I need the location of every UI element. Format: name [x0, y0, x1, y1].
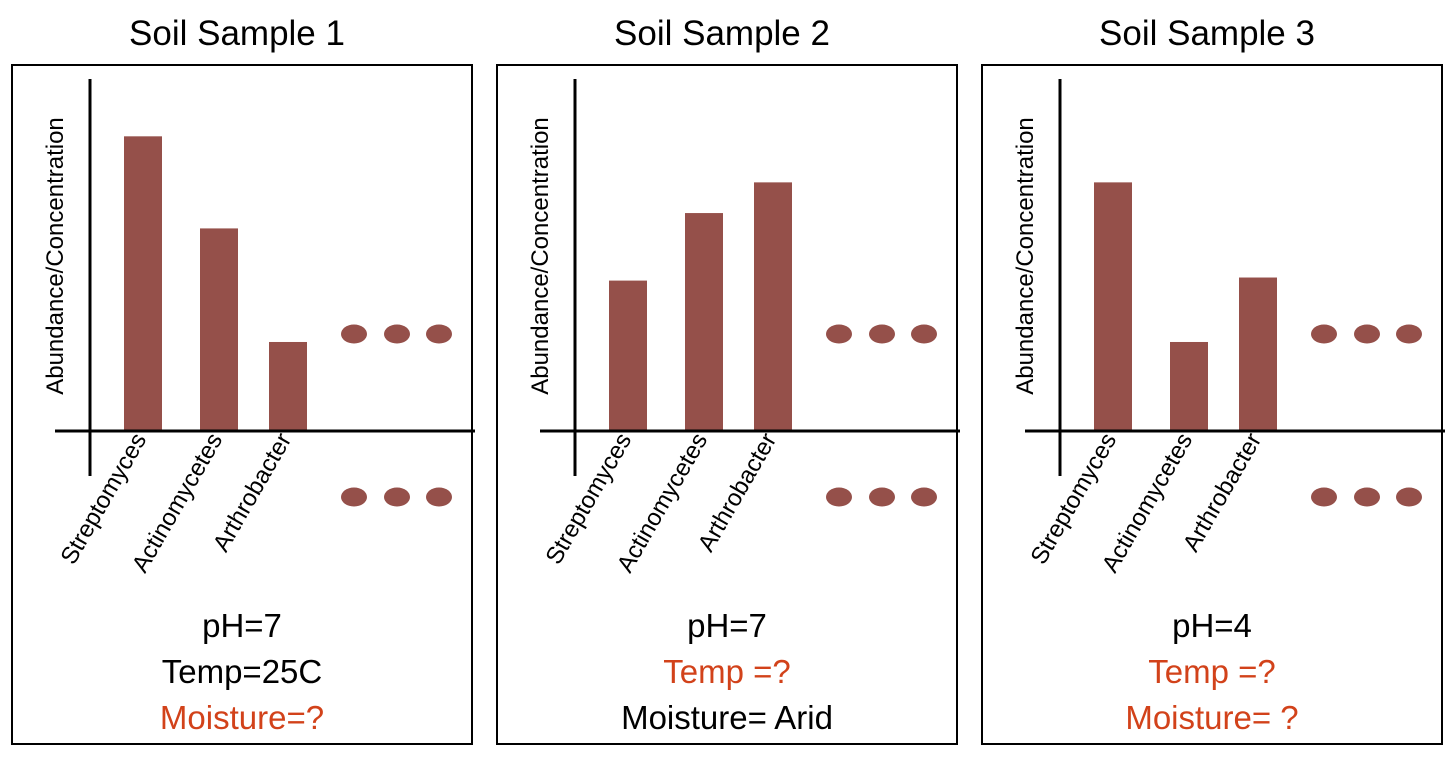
- bar-streptomyces: [1094, 182, 1132, 431]
- soil-sample-1-panel: Abundance/Concentration Streptomyces Actin…: [11, 64, 475, 745]
- condition-moisture: Moisture=?: [159, 699, 325, 736]
- ellipsis-dot: [1311, 487, 1337, 507]
- ellipsis-dot: [826, 487, 852, 507]
- condition-temp: Temp =?: [1148, 653, 1276, 690]
- bar-streptomyces: [609, 280, 647, 431]
- condition-temp: Temp =?: [663, 653, 791, 690]
- bar-arthrobacter: [754, 182, 792, 431]
- bar-arthrobacter: [1239, 277, 1277, 431]
- ellipsis-dot: [426, 324, 452, 344]
- bar-actinomycetes: [685, 213, 723, 431]
- y-axis-label: Abundance/Concentration: [1012, 117, 1039, 395]
- ellipsis-dot: [869, 324, 895, 344]
- condition-ph: pH=7: [687, 607, 767, 644]
- condition-moisture: Moisture= ?: [1125, 699, 1299, 736]
- bar-actinomycetes: [1170, 341, 1208, 431]
- bar-streptomyces: [124, 136, 162, 431]
- ellipsis-dot: [911, 487, 937, 507]
- condition-ph: pH=7: [202, 607, 282, 644]
- y-axis-label: Abundance/Concentration: [527, 117, 554, 395]
- soil-sample-1-chart: Abundance/ConcentrationStreptomycesActin…: [42, 79, 475, 577]
- ellipsis-dot: [1354, 324, 1380, 344]
- ellipsis-dot: [869, 487, 895, 507]
- soil-sample-1-conditions: pH=7 Temp=25C Moisture=?: [13, 603, 471, 741]
- soil-sample-2-chart: Abundance/ConcentrationStreptomycesActin…: [527, 79, 960, 577]
- condition-ph: pH=4: [1172, 607, 1252, 644]
- soil-sample-2-panel: Abundance/Concentration Streptomyces Actin…: [496, 64, 960, 745]
- soil-sample-3-conditions: pH=4 Temp =? Moisture= ?: [983, 603, 1441, 741]
- y-axis-label: Abundance/Concentration: [42, 117, 69, 395]
- ellipsis-dot: [1396, 324, 1422, 344]
- ellipsis-dot: [384, 324, 410, 344]
- ellipsis-dot: [341, 324, 367, 344]
- ellipsis-dot: [826, 324, 852, 344]
- bar-actinomycetes: [200, 228, 238, 431]
- ellipsis-dot: [341, 487, 367, 507]
- ellipsis-dot: [911, 324, 937, 344]
- condition-moisture: Moisture= Arid: [621, 699, 833, 736]
- ellipsis-dot: [1311, 324, 1337, 344]
- ellipsis-dot: [1354, 487, 1380, 507]
- ellipsis-dot: [426, 487, 452, 507]
- soil-sample-2-conditions: pH=7 Temp =? Moisture= Arid: [498, 603, 956, 741]
- bar-arthrobacter: [269, 341, 307, 431]
- condition-temp: Temp=25C: [161, 653, 323, 690]
- soil-sample-3-panel: Abundance/Concentration Streptomyces Actin…: [981, 64, 1445, 745]
- panel-title-1: Soil Sample 1: [129, 14, 345, 53]
- ellipsis-dot: [1396, 487, 1422, 507]
- soil-sample-3-chart: Abundance/ConcentrationStreptomycesActin…: [1012, 79, 1445, 577]
- ellipsis-dot: [384, 487, 410, 507]
- panel-title-2: Soil Sample 2: [614, 14, 830, 53]
- panel-title-3: Soil Sample 3: [1099, 14, 1315, 53]
